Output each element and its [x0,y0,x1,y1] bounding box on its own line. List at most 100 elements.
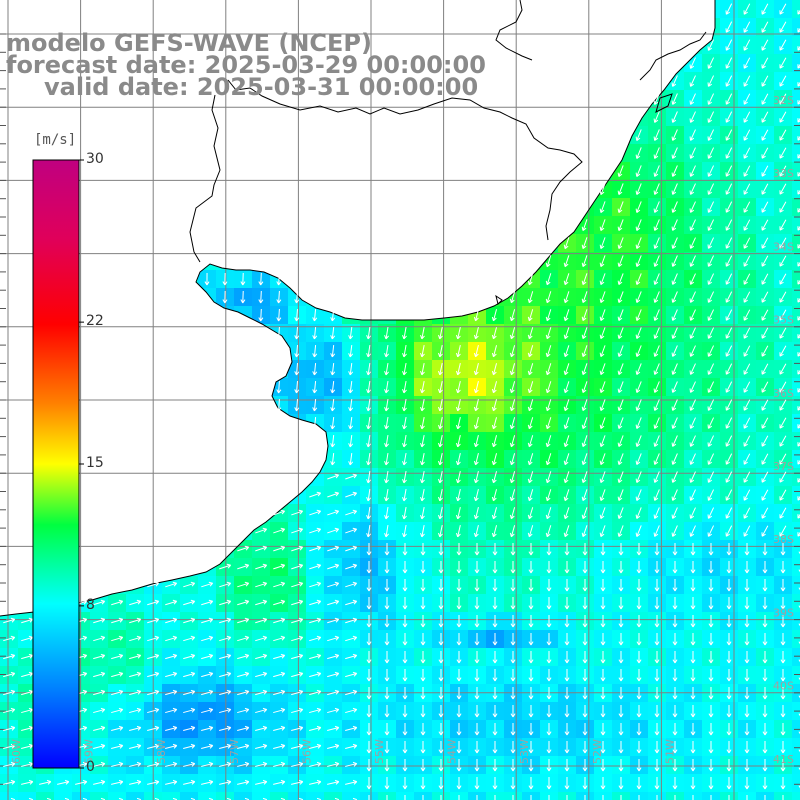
wind-arrow [276,272,282,286]
wind-arrow [21,689,34,696]
wind-arrow [509,363,516,376]
wind-arrow [438,561,444,574]
speed-cell [198,792,217,800]
speed-cell [180,792,199,800]
wind-arrow [635,237,642,249]
wind-arrow [366,741,372,754]
wind-arrow [440,795,442,800]
wind-arrow [147,779,160,785]
wind-arrow [255,563,268,570]
wind-arrow [366,326,372,340]
wind-arrow [183,635,196,642]
wind-arrow [780,633,786,646]
wind-arrow [581,237,588,250]
wind-arrow [129,743,142,749]
wind-arrow [564,543,570,556]
wind-arrow [438,615,444,628]
wind-arrow [653,489,660,501]
wind-arrow [672,687,678,700]
speed-cell [792,486,800,505]
speed-cell [792,0,800,19]
wind-arrow [420,543,426,556]
wind-arrow [420,777,426,790]
wind-arrow [510,741,516,754]
wind-arrow [111,743,124,749]
wind-arrow [183,725,196,731]
wind-arrow [654,561,660,574]
wind-arrow [780,597,786,610]
wind-arrow [672,561,678,574]
wind-arrow [672,759,678,772]
wind-arrow [545,507,552,520]
speed-cell [792,756,800,775]
wind-arrow [743,399,751,411]
wind-arrow [291,617,304,624]
wind-arrow [492,687,498,700]
wind-arrow [309,743,322,749]
wind-arrow [219,761,232,767]
wind-arrow [672,723,678,736]
wind-arrow [707,309,715,321]
wind-arrow [707,165,715,177]
wind-arrow [57,779,70,785]
lat-label: 39S [773,606,794,619]
speed-cell [792,612,800,631]
wind-arrow [190,797,196,800]
wind-arrow [492,579,498,592]
wind-arrow [402,741,408,754]
wind-arrow [743,471,751,483]
wind-arrow [600,651,606,664]
wind-arrow [725,327,733,339]
wind-arrow [635,381,642,393]
wind-arrow [672,651,678,664]
wind-arrow [201,617,214,624]
wind-arrow [635,471,642,483]
wind-arrow [237,617,250,624]
wind-arrow [455,417,461,430]
wind-arrow [294,290,300,304]
wind-arrow [779,489,787,501]
wind-arrow [600,741,606,754]
wind-arrow [545,345,552,358]
wind-arrow [779,309,787,321]
wind-arrow [437,417,443,430]
wind-arrow [474,777,480,790]
wind-arrow [455,327,461,340]
wind-arrow [527,399,534,412]
speed-cell [288,792,307,800]
wind-arrow [437,435,443,448]
wind-arrow [671,273,678,285]
wind-arrow [492,723,498,736]
wind-arrow [743,129,751,141]
wind-arrow [635,417,642,429]
wind-arrow [527,489,534,502]
wind-arrow [527,381,534,394]
wind-arrow [653,183,660,195]
wind-arrow [327,491,340,498]
wind-arrow [672,777,678,790]
wind-arrow [384,362,389,376]
wind-arrow [527,309,534,322]
wind-arrow [653,111,660,123]
wind-arrow [563,453,570,466]
wind-arrow [437,345,443,358]
wind-arrow [492,561,498,574]
wind-arrow [636,561,642,574]
wind-arrow [725,255,733,267]
wind-arrow [262,797,268,800]
speed-cell [54,792,73,800]
wind-arrow [617,435,624,447]
wind-arrow [129,617,142,624]
wind-arrow [618,615,624,628]
wind-arrow [725,309,733,321]
wind-arrow [21,725,34,731]
wind-arrow [600,687,606,700]
wind-arrow [689,183,696,195]
wind-arrow [744,543,750,556]
wind-arrow [563,345,570,358]
wind-arrow [581,507,588,520]
wind-arrow [111,671,124,678]
wind-arrow [420,669,426,682]
wind-arrow [438,705,444,718]
wind-arrow [690,633,696,646]
